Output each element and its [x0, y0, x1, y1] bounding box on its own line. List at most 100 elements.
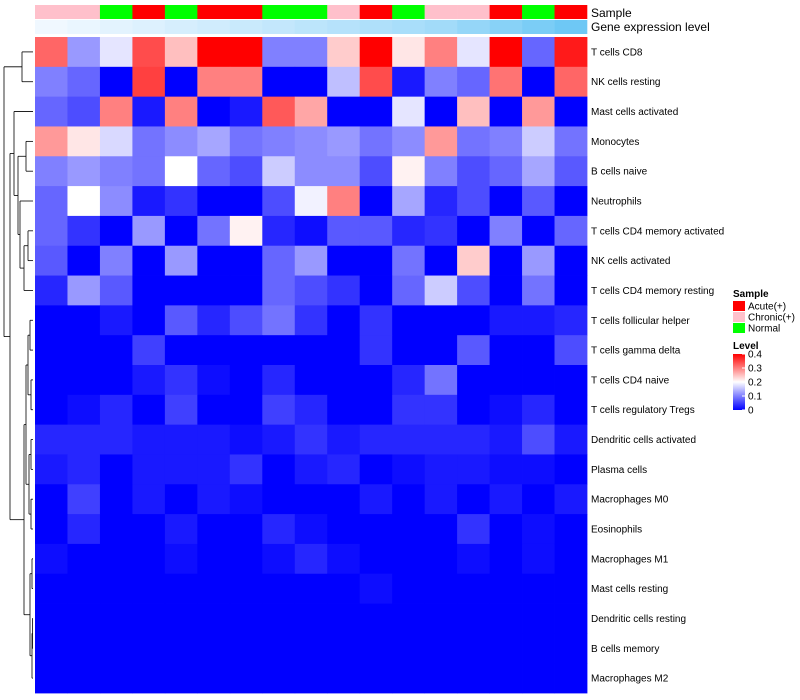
heatmap-cell	[457, 245, 490, 276]
heatmap-cell	[424, 96, 458, 127]
level-tick-label: 0.3	[748, 364, 762, 375]
heatmap-cell	[489, 66, 523, 98]
sample-annotation-cell	[294, 5, 328, 19]
heatmap-cell	[35, 484, 68, 515]
heatmap-cell	[35, 96, 68, 127]
row-label: Macrophages M0	[591, 495, 669, 506]
heatmap-cell	[489, 275, 523, 306]
heatmap-cell	[197, 305, 231, 336]
heatmap-cell	[67, 66, 101, 98]
gene-expression-annotation-cell	[229, 20, 263, 34]
sample-annotation-cell	[522, 5, 555, 19]
heatmap-cell	[262, 245, 296, 276]
heatmap-cell	[489, 305, 523, 336]
heatmap-cell	[132, 126, 166, 157]
heatmap-cell	[392, 215, 426, 247]
heatmap-cell	[35, 394, 68, 426]
heatmap-cell	[489, 245, 523, 276]
heatmap-cell	[99, 305, 133, 336]
heatmap-cell	[327, 156, 361, 187]
heatmap-cell	[359, 275, 393, 306]
row-label: Mast cells resting	[591, 584, 668, 595]
heatmap-cell	[392, 603, 426, 634]
heatmap-cell	[327, 186, 361, 217]
heatmap-cell	[229, 335, 263, 366]
heatmap-cell	[327, 394, 361, 426]
row-label: T cells CD4 naive	[591, 375, 670, 386]
heatmap-cell	[457, 514, 490, 545]
sample-annotation-cell	[229, 5, 263, 19]
heatmap-cell	[197, 37, 231, 68]
heatmap-cell	[522, 215, 555, 247]
heatmap-cell	[522, 603, 555, 634]
legend-label: Acute(+)	[748, 302, 786, 313]
heatmap-cell	[262, 215, 296, 247]
row-label: NK cells resting	[591, 77, 660, 88]
heatmap-cell	[262, 66, 296, 98]
heatmap-cell	[424, 484, 458, 515]
heatmap-cell	[522, 275, 555, 306]
heatmap-cell	[392, 245, 426, 276]
heatmap-cell	[489, 454, 523, 485]
heatmap-cell	[359, 186, 393, 217]
heatmap-cell	[132, 573, 166, 604]
heatmap-cell	[99, 573, 133, 604]
heatmap-cell	[197, 66, 231, 98]
sample-annotation-cell	[359, 5, 393, 19]
heatmap-cell	[35, 543, 68, 575]
row-label: Macrophages M1	[591, 554, 669, 565]
heatmap-cell	[489, 663, 523, 694]
heatmap-cell	[457, 543, 490, 575]
sample-annotation-cell	[197, 5, 231, 19]
heatmap-cell	[35, 305, 68, 336]
row-label: Macrophages M2	[591, 674, 669, 685]
heatmap-cell	[392, 394, 426, 426]
heatmap-cell	[164, 633, 198, 664]
sample-annotation-cell	[327, 5, 361, 19]
heatmap-cell	[35, 663, 68, 694]
gene-expression-annotation-cell	[392, 20, 425, 34]
heatmap-cell	[132, 603, 166, 634]
heatmap-cell	[99, 484, 133, 515]
heatmap-cell	[132, 275, 166, 306]
heatmap-cell	[99, 633, 133, 664]
gene-expression-annotation-cell	[132, 20, 166, 34]
heatmap-cell	[424, 66, 458, 98]
sample-annotation-cell	[392, 5, 425, 19]
sample-annotation-cell	[99, 5, 133, 19]
heatmap-cell	[35, 186, 68, 217]
heatmap-cell	[132, 633, 166, 664]
legend-swatch-normal	[733, 323, 745, 333]
heatmap-cell	[522, 394, 555, 426]
heatmap-cell	[99, 66, 133, 98]
heatmap-cell	[262, 603, 296, 634]
heatmap-cell	[35, 424, 68, 455]
heatmap-cell	[294, 454, 328, 485]
heatmap-cell	[489, 424, 523, 455]
heatmap-cell	[197, 454, 231, 485]
heatmap-cell	[262, 454, 296, 485]
level-tick-label: 0.1	[748, 392, 762, 403]
heatmap-cell	[424, 37, 458, 68]
heatmap-cell	[327, 126, 361, 157]
heatmap-cell	[522, 633, 555, 664]
heatmap-cell	[522, 245, 555, 276]
heatmap-cell	[554, 37, 588, 68]
sample-annotation-cell	[457, 5, 490, 19]
heatmap-cell	[132, 66, 166, 98]
heatmap-cell	[457, 37, 490, 68]
legend: Sample Acute(+)Chronic(+)Normal Level 0.…	[733, 289, 795, 417]
heatmap-cell	[132, 215, 166, 247]
heatmap-cell	[489, 603, 523, 634]
heatmap-cell	[132, 305, 166, 336]
heatmap-cell	[99, 543, 133, 575]
heatmap-cell	[132, 37, 166, 68]
heatmap-cell	[99, 37, 133, 68]
sample-annotation-cell	[262, 5, 296, 19]
heatmap-cell	[327, 633, 361, 664]
level-tick-label: 0.4	[748, 350, 762, 361]
heatmap-cell	[392, 186, 426, 217]
heatmap-cell	[229, 573, 263, 604]
heatmap-cell	[327, 484, 361, 515]
